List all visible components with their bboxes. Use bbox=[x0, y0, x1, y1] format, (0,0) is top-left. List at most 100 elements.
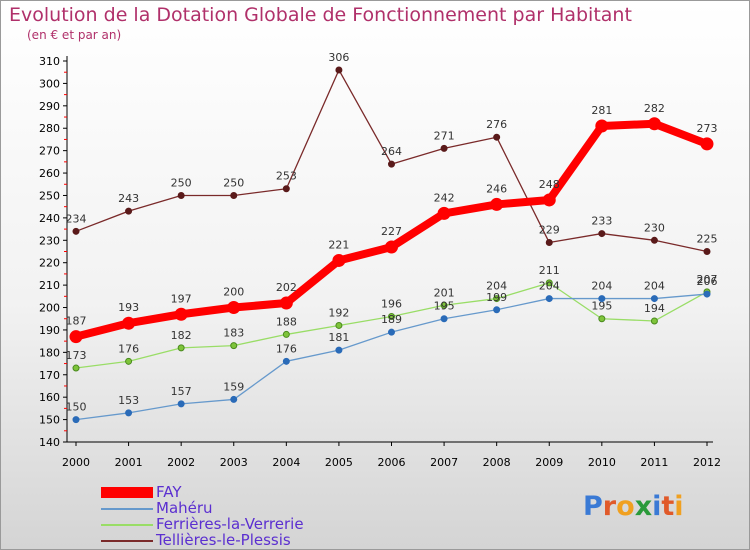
data-point-fay bbox=[542, 193, 556, 207]
data-point-fay bbox=[69, 330, 83, 344]
data-label-maheru: 195 bbox=[434, 300, 455, 313]
data-label-ferrieres: 201 bbox=[434, 286, 455, 299]
data-point-tellieres bbox=[388, 160, 395, 168]
data-point-maheru bbox=[650, 295, 658, 303]
y-tick-label: 210 bbox=[39, 279, 60, 292]
data-point-maheru bbox=[598, 295, 606, 303]
data-label-tellieres: 225 bbox=[697, 233, 718, 246]
x-tick-label: 2002 bbox=[167, 456, 195, 469]
data-point-tellieres bbox=[493, 133, 501, 141]
x-tick-label: 2007 bbox=[430, 456, 458, 469]
logo-letter: i bbox=[674, 491, 684, 522]
data-point-tellieres bbox=[125, 207, 133, 215]
data-point-ferrieres bbox=[335, 321, 343, 329]
data-label-maheru: 199 bbox=[486, 291, 507, 304]
data-point-maheru bbox=[177, 400, 185, 408]
legend-swatch-ferrieres bbox=[101, 523, 153, 526]
data-point-tellieres bbox=[598, 230, 606, 238]
data-label-ferrieres: 211 bbox=[539, 264, 560, 277]
chart-subtitle: (en € et par an) bbox=[27, 28, 122, 42]
y-tick-label: 140 bbox=[39, 436, 60, 449]
data-point-tellieres bbox=[703, 248, 711, 255]
y-tick-label: 310 bbox=[39, 55, 60, 68]
data-point-fay bbox=[490, 197, 504, 211]
data-point-ferrieres bbox=[388, 312, 395, 320]
legend-swatch-maheru bbox=[101, 507, 153, 510]
data-point-fay bbox=[332, 253, 346, 267]
x-tick-label: 2010 bbox=[588, 456, 616, 469]
data-point-tellieres bbox=[440, 144, 448, 152]
data-label-tellieres: 276 bbox=[486, 118, 507, 131]
data-label-ferrieres: 188 bbox=[276, 315, 297, 328]
data-point-fay bbox=[385, 240, 398, 254]
data-label-maheru: 204 bbox=[644, 280, 665, 293]
data-label-tellieres: 229 bbox=[539, 224, 560, 237]
legend-label-tellieres: Tellières-le-Plessis bbox=[156, 531, 291, 549]
legend-label-fay: FAY bbox=[156, 483, 182, 501]
y-tick-label: 220 bbox=[39, 257, 60, 270]
data-point-tellieres bbox=[282, 185, 290, 193]
data-label-ferrieres: 207 bbox=[697, 273, 718, 286]
y-tick-label: 230 bbox=[39, 234, 60, 247]
y-tick-label: 240 bbox=[39, 212, 60, 225]
data-label-fay: 193 bbox=[118, 301, 139, 314]
data-point-tellieres bbox=[230, 191, 238, 199]
data-point-maheru bbox=[493, 306, 501, 314]
data-label-maheru: 181 bbox=[328, 331, 349, 344]
x-tick-label: 2004 bbox=[272, 456, 300, 469]
x-tick-label: 2001 bbox=[115, 456, 143, 469]
data-point-maheru bbox=[72, 416, 80, 424]
x-tick-label: 2000 bbox=[62, 456, 90, 469]
y-tick-label: 150 bbox=[39, 414, 60, 427]
data-label-tellieres: 233 bbox=[591, 215, 612, 228]
data-point-ferrieres bbox=[125, 357, 133, 365]
data-label-maheru: 204 bbox=[539, 280, 560, 293]
data-label-fay: 281 bbox=[591, 104, 612, 117]
data-label-tellieres: 264 bbox=[381, 145, 402, 158]
data-point-fay bbox=[595, 119, 609, 133]
data-label-tellieres: 250 bbox=[171, 176, 192, 189]
data-label-maheru: 159 bbox=[223, 380, 244, 393]
data-label-fay: 282 bbox=[644, 102, 665, 115]
data-label-tellieres: 234 bbox=[66, 212, 87, 225]
y-tick-label: 290 bbox=[39, 100, 60, 113]
data-point-tellieres bbox=[335, 66, 343, 74]
legend-label-maheru: Mahéru bbox=[156, 499, 213, 517]
y-tick-label: 280 bbox=[39, 122, 60, 135]
x-tick-label: 2005 bbox=[325, 456, 353, 469]
y-tick-label: 190 bbox=[39, 324, 60, 337]
data-point-fay bbox=[700, 137, 714, 151]
y-tick-label: 300 bbox=[39, 77, 60, 90]
data-label-tellieres: 243 bbox=[118, 192, 139, 205]
data-label-maheru: 206 bbox=[697, 275, 718, 288]
logo-letter: P bbox=[583, 491, 603, 522]
data-label-maheru: 150 bbox=[66, 401, 87, 414]
legend-swatch-fay bbox=[101, 487, 153, 498]
legend-label-ferrieres: Ferrières-la-Verrerie bbox=[156, 515, 304, 533]
data-label-maheru: 204 bbox=[591, 280, 612, 293]
data-label-ferrieres: 194 bbox=[644, 302, 665, 315]
x-tick-label: 2008 bbox=[483, 456, 511, 469]
data-point-maheru bbox=[545, 295, 553, 303]
data-point-fay bbox=[174, 307, 188, 321]
data-label-ferrieres: 204 bbox=[486, 280, 507, 293]
data-point-ferrieres bbox=[177, 344, 185, 352]
data-label-ferrieres: 173 bbox=[66, 349, 87, 362]
data-label-maheru: 157 bbox=[171, 385, 192, 398]
data-label-ferrieres: 182 bbox=[171, 329, 192, 342]
data-label-ferrieres: 196 bbox=[381, 297, 402, 310]
data-point-ferrieres bbox=[72, 364, 80, 372]
y-tick-label: 260 bbox=[39, 167, 60, 180]
data-label-ferrieres: 176 bbox=[118, 342, 139, 355]
data-label-fay: 187 bbox=[66, 315, 87, 328]
logo-letter: x bbox=[634, 491, 653, 522]
data-label-fay: 248 bbox=[539, 178, 560, 191]
data-point-ferrieres bbox=[282, 330, 290, 338]
y-tick-label: 200 bbox=[39, 302, 60, 315]
data-point-tellieres bbox=[650, 236, 658, 244]
data-point-maheru bbox=[703, 290, 711, 298]
y-tick-label: 160 bbox=[39, 391, 60, 404]
data-label-fay: 246 bbox=[486, 182, 507, 195]
data-label-ferrieres: 192 bbox=[328, 306, 349, 319]
data-point-maheru bbox=[335, 346, 343, 354]
